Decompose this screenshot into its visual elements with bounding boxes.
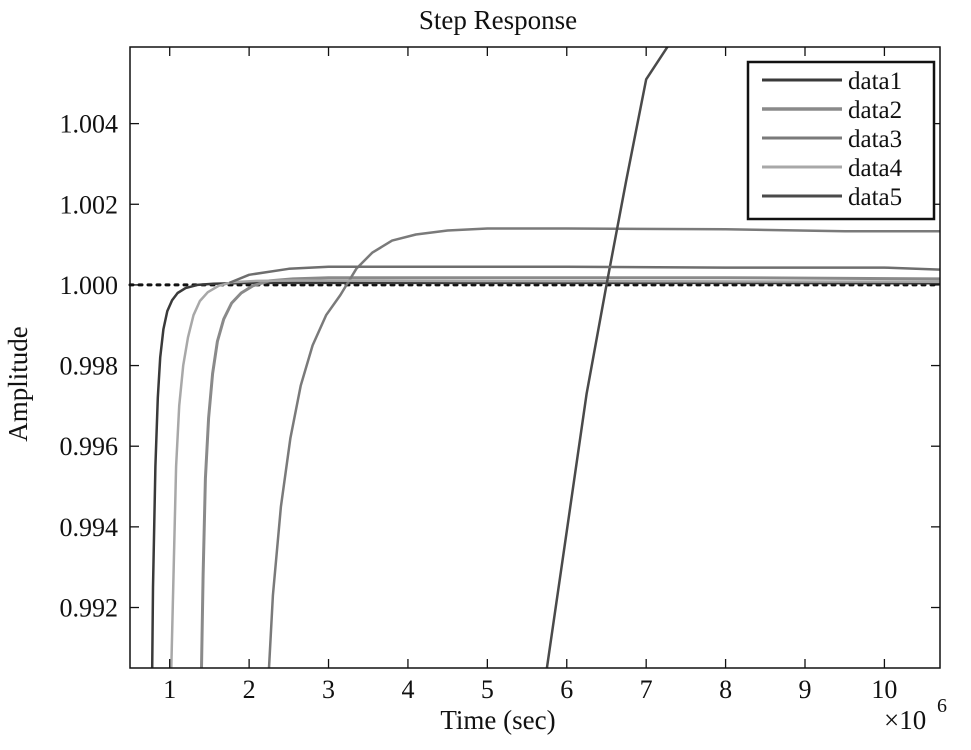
x-tick-label-8: 8 <box>719 675 732 704</box>
legend-label-data5: data5 <box>848 184 902 211</box>
x-axis-label: Time (sec) <box>440 705 555 735</box>
legend-label-data4: data4 <box>848 155 903 182</box>
series-line-data3 <box>267 227 940 668</box>
legend-box <box>746 60 936 221</box>
series-group <box>150 47 940 668</box>
x-axis-exponent: ×10 6 <box>884 695 947 735</box>
x-tick-label-3: 3 <box>322 675 335 704</box>
y-tick-label-4: 1.000 <box>60 271 119 300</box>
x-tick-label-5: 5 <box>481 675 494 704</box>
x-exponent-base: ×10 <box>884 705 926 735</box>
legend-label-data1: data1 <box>848 68 902 95</box>
y-tick-label-2: 0.996 <box>60 432 119 461</box>
x-tick-label-4: 4 <box>401 675 414 704</box>
series-line-unnamed-5 <box>228 265 940 285</box>
x-tick-label-1: 1 <box>163 675 176 704</box>
x-tick-label-7: 7 <box>640 675 653 704</box>
series-line-data4 <box>170 279 940 668</box>
x-tick-label-10: 10 <box>871 675 897 704</box>
y-tick-label-1: 0.994 <box>60 513 119 542</box>
series-line-data5 <box>545 47 669 668</box>
y-tick-label-0: 0.992 <box>60 594 119 623</box>
series-line-data1 <box>150 281 940 668</box>
legend-label-data2: data2 <box>848 97 902 124</box>
x-tick-label-6: 6 <box>560 675 573 704</box>
y-tick-label-5: 1.002 <box>60 190 119 219</box>
y-axis-label: Amplitude <box>3 326 33 442</box>
y-tick-label-6: 1.004 <box>60 110 119 139</box>
series-line-data2 <box>200 276 940 668</box>
x-tick-label-2: 2 <box>243 675 256 704</box>
y-tick-label-3: 0.998 <box>60 352 119 381</box>
chart-title: Step Response <box>419 5 577 35</box>
x-tick-label-9: 9 <box>799 675 812 704</box>
plot-frame <box>129 46 941 669</box>
legend-label-data3: data3 <box>848 126 902 153</box>
x-exponent-power: 6 <box>937 695 947 717</box>
